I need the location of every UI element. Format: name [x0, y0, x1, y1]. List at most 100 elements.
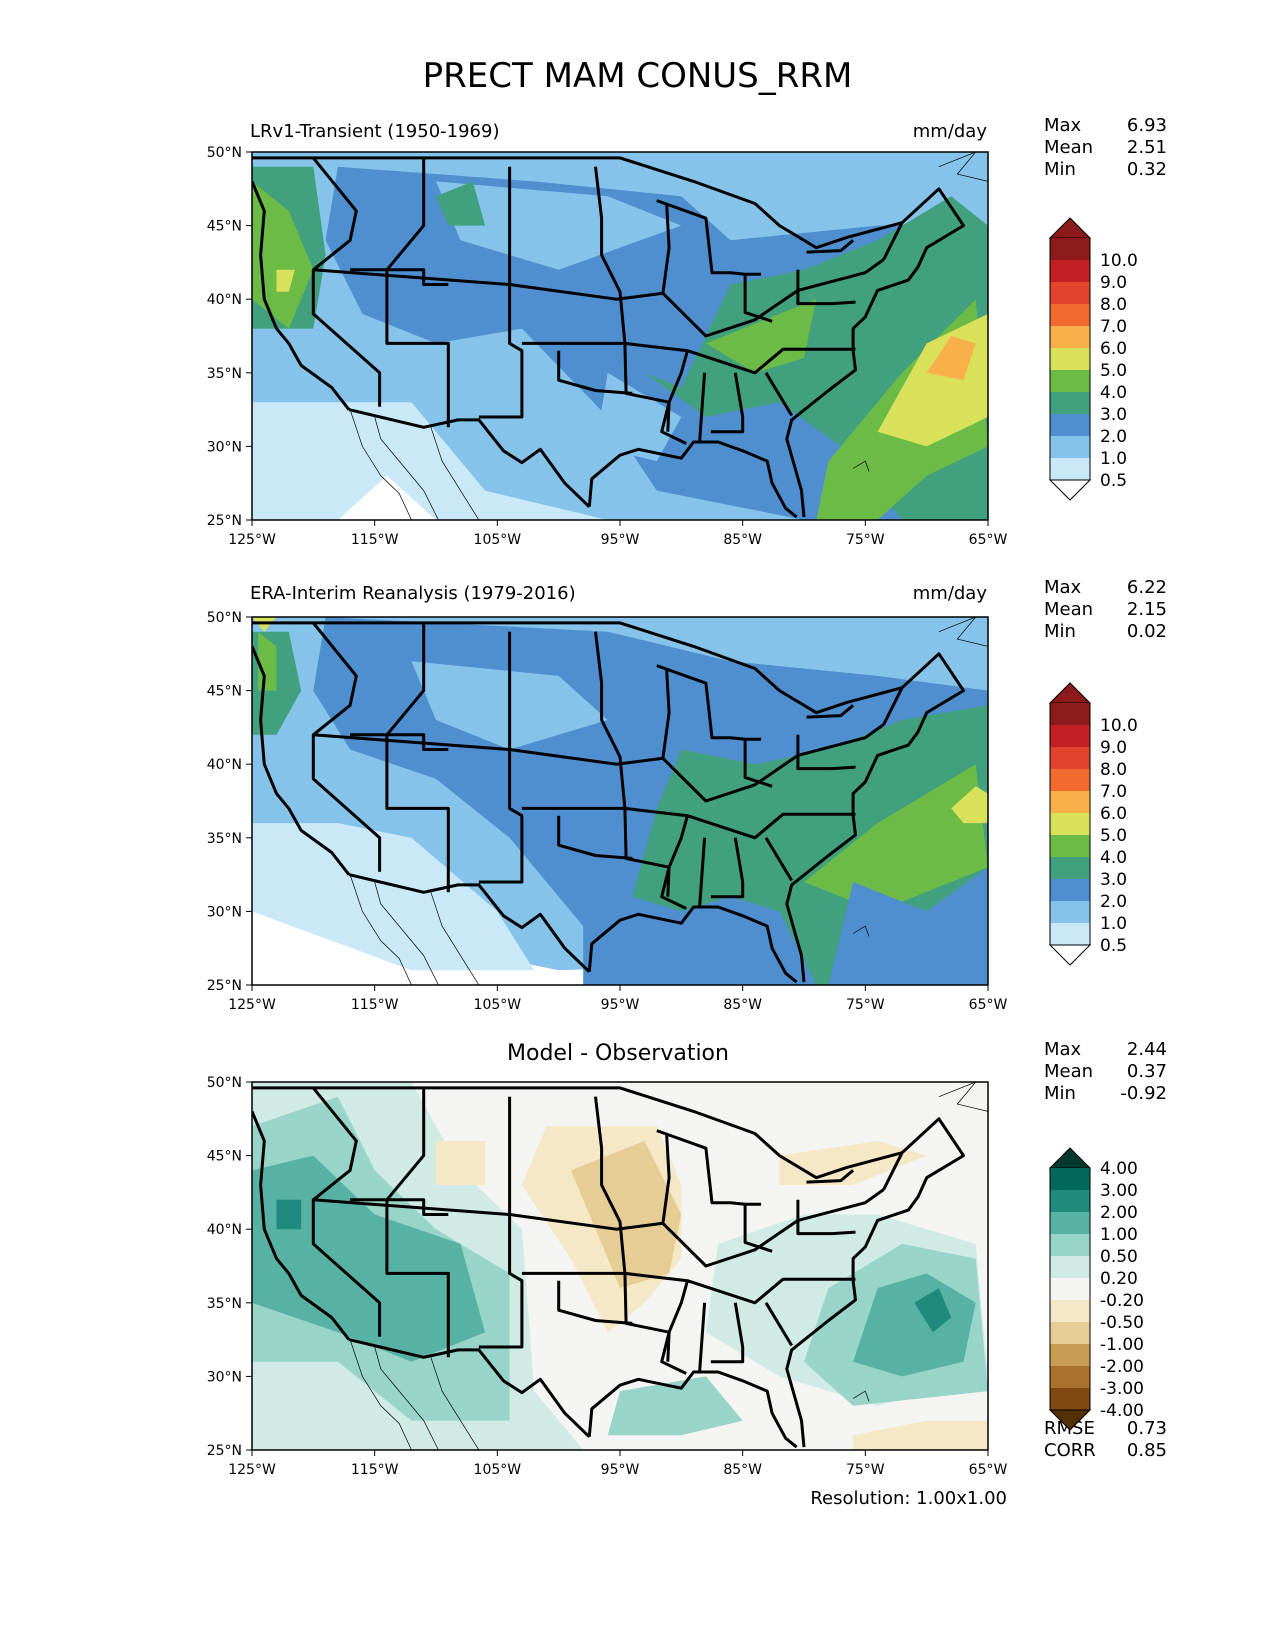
- region-boundary-1-21: [882, 222, 904, 261]
- colorbar-label-3-4: 1.00: [1100, 1225, 1138, 1245]
- panel-1-title: LRv1-Transient (1950-1969): [250, 121, 500, 142]
- colorbar-1: 10.09.08.07.06.05.04.03.02.01.00.5: [1048, 217, 1138, 501]
- colorbar-2: 10.09.08.07.06.05.04.03.02.01.00.5: [1048, 682, 1138, 966]
- region-boundary-2-8: [478, 631, 524, 884]
- panel-2-title: ERA-Interim Reanalysis (1979-2016): [250, 583, 576, 604]
- field-contour-3-5: [276, 1199, 302, 1230]
- panel-1-max-label: Max: [1044, 115, 1082, 136]
- colorbar-segment-2-5: [1050, 791, 1090, 813]
- colorbar-segment-3-8: [1050, 1322, 1090, 1344]
- region-boundary-1-16: [710, 372, 745, 434]
- region-boundary-2-6: [385, 622, 450, 893]
- colorbar-label-2-5: 6.0: [1100, 804, 1127, 824]
- coastline-2-5: [956, 617, 988, 647]
- lon-tick-label-2-7: 65°W: [969, 997, 1008, 1013]
- coastline-1-2: [374, 416, 439, 520]
- region-boundary-1-22: [806, 239, 855, 254]
- field-contour-1-6: [595, 372, 682, 462]
- colorbar-label-1-1: 10.0: [1100, 251, 1138, 271]
- region-boundary-2-11: [557, 815, 633, 860]
- lon-tick-label-1-7: 65°W: [969, 532, 1008, 548]
- colorbar-segment-1-7: [1050, 370, 1090, 392]
- field-contour-1-5: [436, 181, 682, 270]
- coastline-1-3: [429, 424, 480, 520]
- colorbar-label-3-6: 0.20: [1100, 1269, 1138, 1289]
- colorbar-label-2-4: 7.0: [1100, 782, 1127, 802]
- panel-1-mean-value: 2.51: [1126, 137, 1167, 158]
- figure-title: PRECT MAM CONUS_RRM: [422, 56, 853, 96]
- lat-tick-label-2-2: 45°N: [207, 684, 242, 700]
- region-boundary-2-18: [743, 739, 773, 788]
- lon-tick-label-2-4: 95°W: [601, 997, 640, 1013]
- field-contour-2-9: [828, 867, 988, 985]
- panel-1-max-value: 6.93: [1126, 115, 1167, 136]
- region-boundary-1-5: [311, 156, 382, 407]
- lat-tick-label-3-3: 40°N: [207, 1222, 242, 1238]
- colorbar-label-1-10: 1.0: [1100, 449, 1127, 469]
- region-boundary-1-7: [313, 258, 885, 338]
- colorbar-label-1-7: 4.0: [1100, 383, 1127, 403]
- lat-tick-label-2-5: 30°N: [207, 904, 242, 920]
- field-contour-3-14: [853, 1420, 988, 1450]
- lon-tick-label-2-3: 105°W: [474, 997, 522, 1013]
- field-contour-3-8: [436, 1140, 486, 1185]
- region-boundary-2-19: [796, 734, 856, 771]
- map-field-1: [252, 152, 988, 520]
- colorbar-label-3-9: -1.00: [1100, 1335, 1144, 1355]
- lon-tick-label-2-5: 85°W: [723, 997, 762, 1013]
- region-boundary-1-1: [252, 156, 965, 518]
- region-boundary-3-17: [764, 1302, 793, 1347]
- field-contour-3-7: [570, 1140, 682, 1289]
- colorbar-bottom-extend-2: [1048, 944, 1092, 966]
- resolution-label: Resolution: 1.00x1.00: [810, 1488, 1007, 1509]
- lon-tick-label-1-1: 125°W: [228, 532, 276, 548]
- map-panel-2: 50°N 45°N 40°N 35°N 30°N 25°N 125°W 115°W 105°W 9…: [207, 610, 1008, 1013]
- colorbar-top-extend-1: [1048, 217, 1092, 239]
- panel-3-min-value: -0.92: [1120, 1083, 1167, 1104]
- lat-tick-label-1-6: 25°N: [207, 513, 242, 529]
- region-boundary-3-19: [796, 1199, 856, 1236]
- field-contour-3-11: [853, 1273, 976, 1377]
- coastline-3-4: [938, 1082, 976, 1098]
- lat-tick-label-3-2: 45°N: [207, 1149, 242, 1165]
- lat-tick-label-1-5: 30°N: [207, 439, 242, 455]
- colorbar-segment-2-3: [1050, 747, 1090, 769]
- region-boundary-1-14: [660, 350, 689, 445]
- region-boundary-3-5: [311, 1086, 382, 1337]
- region-boundary-3-16: [710, 1302, 745, 1364]
- colorbar-label-1-6: 5.0: [1100, 361, 1127, 381]
- region-boundary-1-18: [743, 274, 773, 323]
- region-boundary-1-2: [252, 180, 351, 411]
- coastline-3-3: [429, 1354, 480, 1450]
- lon-tick-label-3-2: 115°W: [351, 1462, 399, 1478]
- field-contour-2-3: [252, 823, 535, 971]
- map-panel-3: 50°N 45°N 40°N 35°N 30°N 25°N 125°W 115°W 105°W 9…: [207, 1075, 1008, 1478]
- region-boundary-3-8: [478, 1096, 524, 1349]
- region-boundary-1-3: [348, 408, 591, 508]
- region-boundary-2-22: [806, 704, 855, 719]
- region-boundary-3-1: [252, 1086, 965, 1448]
- colorbar-segment-3-1: [1050, 1168, 1090, 1190]
- region-boundary-2-13: [661, 668, 671, 759]
- region-boundary-1-15: [698, 372, 707, 441]
- colorbar-label-2-9: 2.0: [1100, 892, 1127, 912]
- colorbar-label-2-3: 8.0: [1100, 760, 1127, 780]
- corr-label: CORR: [1044, 1440, 1096, 1461]
- colorbar-segment-2-10: [1050, 901, 1090, 923]
- lat-tick-label-1-3: 40°N: [207, 292, 242, 308]
- colorbar-bottom-extend-3: [1048, 1409, 1092, 1431]
- corr-value: 0.85: [1126, 1440, 1167, 1461]
- colorbar-label-3-5: 0.50: [1100, 1247, 1138, 1267]
- field-contour-1-13: [252, 181, 314, 329]
- region-boundary-1-10: [521, 341, 856, 375]
- region-boundary-2-21: [882, 687, 904, 726]
- panel-3-min-label: Min: [1044, 1083, 1076, 1104]
- lon-tick-label-1-6: 75°W: [846, 532, 885, 548]
- colorbar-segment-3-4: [1050, 1234, 1090, 1256]
- colorbar-segment-2-11: [1050, 923, 1090, 945]
- coastline-1-1: [349, 409, 412, 520]
- coastline-3-2: [374, 1346, 439, 1450]
- lat-tick-label-2-3: 40°N: [207, 757, 242, 773]
- region-boundary-3-21: [882, 1152, 904, 1191]
- colorbar-label-3-8: -0.50: [1100, 1313, 1144, 1333]
